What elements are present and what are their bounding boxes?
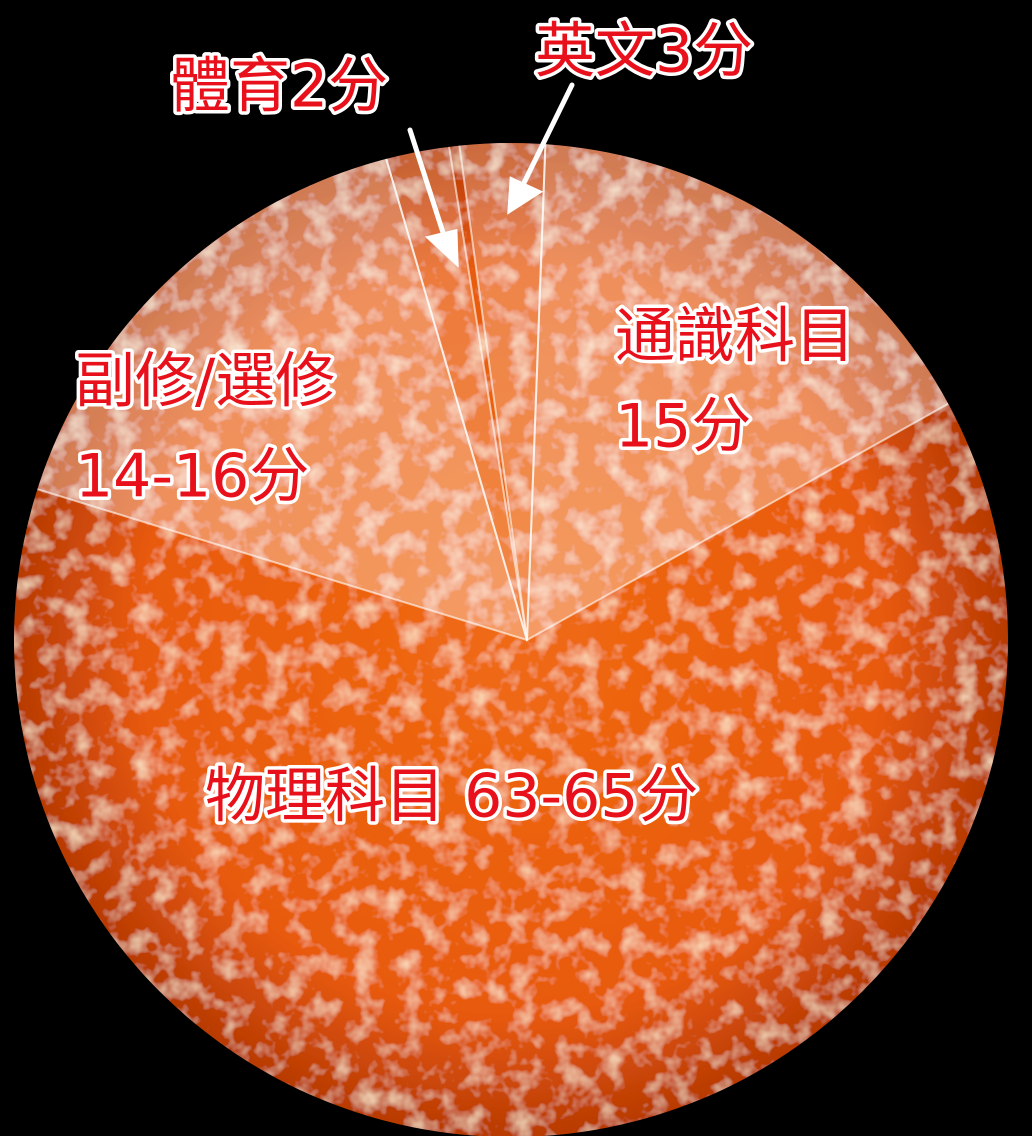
label-general-value: 15分 [615, 392, 751, 462]
label-minor: 副修/選修 [75, 347, 335, 417]
wedge-pe [247, 143, 528, 641]
arrow-pe [407, 127, 450, 248]
arrowhead-pe [424, 228, 459, 268]
label-minor-value: 14-16分 [75, 442, 309, 512]
label-general: 通識科目 [615, 302, 855, 372]
sun-disk [14, 143, 1008, 1136]
label-physics: 物理科目 63-65分 [205, 762, 698, 832]
arrowhead-english [507, 176, 544, 215]
label-english: 英文3分 [535, 17, 753, 87]
label-pe: 體育2分 [170, 52, 388, 122]
arrow-english [515, 82, 575, 198]
